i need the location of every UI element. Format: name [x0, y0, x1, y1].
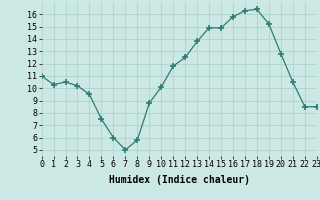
X-axis label: Humidex (Indice chaleur): Humidex (Indice chaleur) [109, 175, 250, 185]
